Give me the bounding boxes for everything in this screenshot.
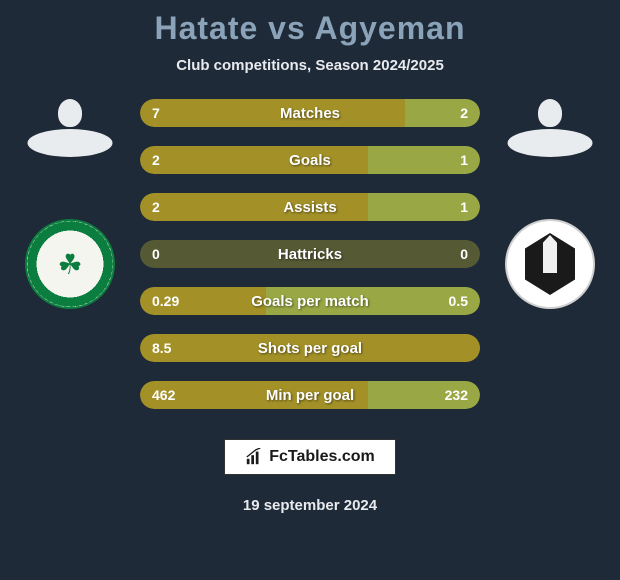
clover-icon: ☘ <box>57 248 82 281</box>
player-left-silhouette <box>20 99 120 179</box>
stat-row: 72Matches <box>140 99 480 127</box>
footer-brand-logo[interactable]: FcTables.com <box>224 439 396 475</box>
stat-row: 00Hattricks <box>140 240 480 268</box>
subtitle: Club competitions, Season 2024/2025 <box>176 57 444 74</box>
stat-label: Min per goal <box>140 387 480 404</box>
footer-brand-text: FcTables.com <box>269 448 375 466</box>
stat-label: Assists <box>140 199 480 216</box>
silhouette-body-icon <box>28 129 113 157</box>
stat-row: 462232Min per goal <box>140 381 480 409</box>
main-content: ☘ 72Matches 21Goals 21Assists 00Hattricks 0.… <box>0 99 620 409</box>
stat-label: Matches <box>140 105 480 122</box>
stat-label: Shots per goal <box>140 340 480 357</box>
stat-label: Goals <box>140 152 480 169</box>
silhouette-body-icon <box>508 129 593 157</box>
page-title: Hatate vs Agyeman <box>154 10 465 47</box>
falkirk-steeple-icon <box>543 235 557 273</box>
stat-row: 21Assists <box>140 193 480 221</box>
player-left-column: ☘ <box>20 99 120 309</box>
player-right-silhouette <box>500 99 600 179</box>
silhouette-head-icon <box>538 99 562 127</box>
player-right-column <box>500 99 600 309</box>
stat-row: 8.5Shots per goal <box>140 334 480 362</box>
stat-label: Hattricks <box>140 246 480 263</box>
comparison-infographic: Hatate vs Agyeman Club competitions, Sea… <box>0 0 620 580</box>
club-badge-falkirk <box>505 219 595 309</box>
stat-row: 0.290.5Goals per match <box>140 287 480 315</box>
club-badge-celtic: ☘ <box>25 219 115 309</box>
silhouette-head-icon <box>58 99 82 127</box>
chart-icon <box>245 448 263 466</box>
stat-row: 21Goals <box>140 146 480 174</box>
footer-date: 19 september 2024 <box>243 497 377 514</box>
stats-column: 72Matches 21Goals 21Assists 00Hattricks 0.29… <box>140 99 480 409</box>
stat-label: Goals per match <box>140 293 480 310</box>
